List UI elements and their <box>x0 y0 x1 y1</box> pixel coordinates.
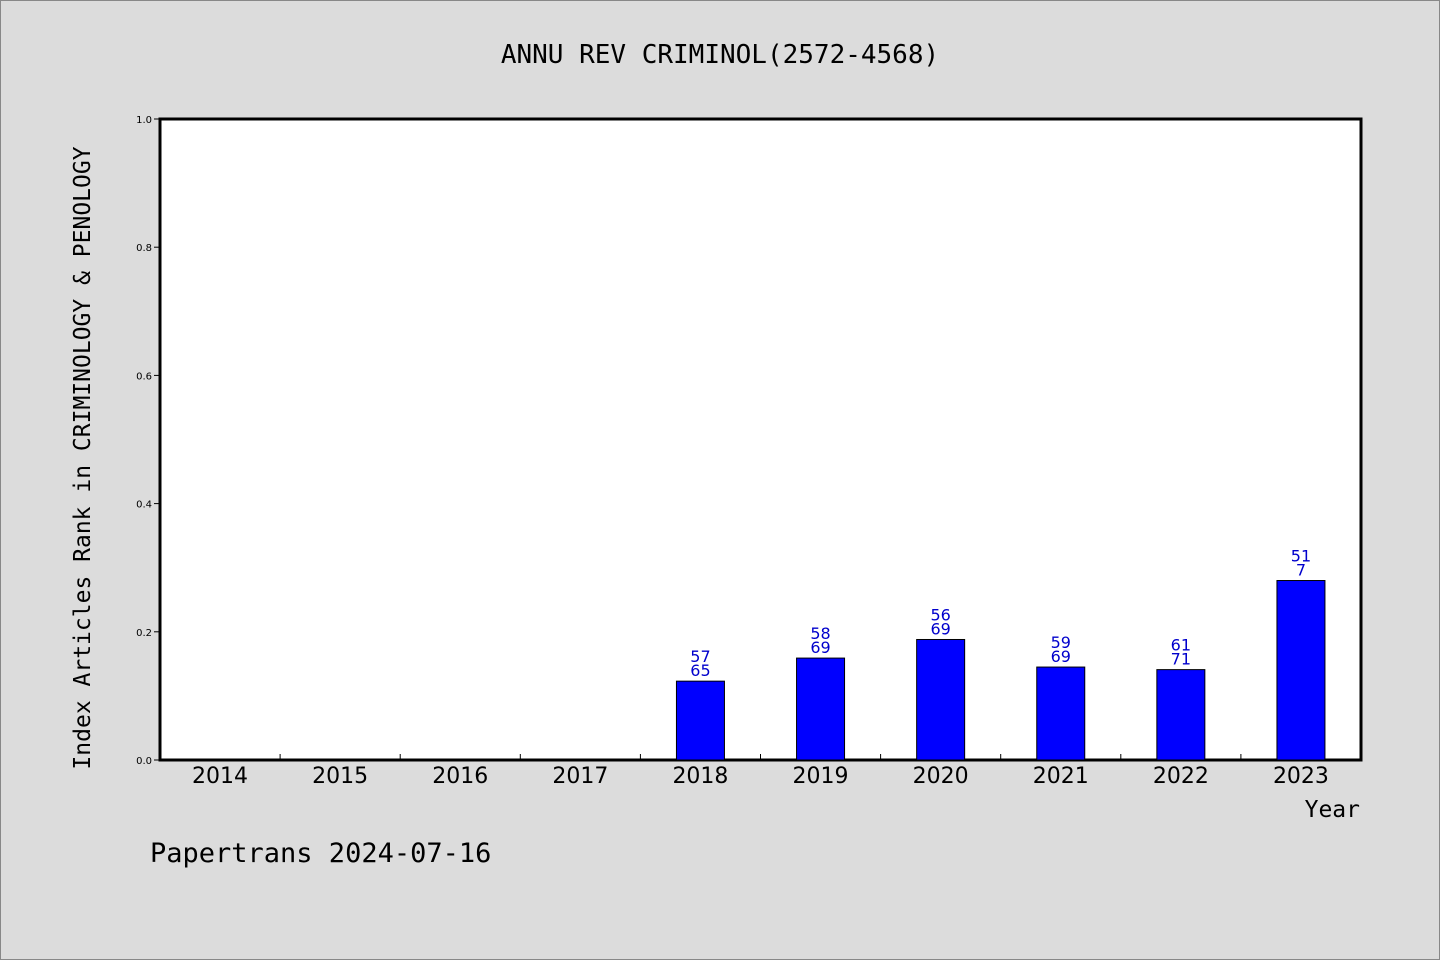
y-tick-label: 0.0 <box>136 756 152 767</box>
x-tick-label: 2019 <box>793 764 849 789</box>
x-axis: 2014 2015 2016 2017 2018 2019 2020 2021 2022 2023 <box>192 754 1329 789</box>
y-axis: 0.0 0.2 0.4 0.6 0.8 1.0 <box>136 115 160 767</box>
bar-2022 <box>1156 669 1206 761</box>
bar-label-bottom: 69 <box>930 619 950 638</box>
x-tick-label: 2023 <box>1273 764 1329 789</box>
x-axis-label: Year <box>1305 797 1360 823</box>
bar-label-top: 58 <box>810 624 830 643</box>
y-tick-label: 0.4 <box>136 500 152 511</box>
bar-2021 <box>1036 666 1086 761</box>
bar-2020 <box>916 638 966 761</box>
bar-label-bottom: 69 <box>1051 647 1071 666</box>
bar-label-top: 51 <box>1291 547 1311 566</box>
plot-area <box>158 117 1363 762</box>
bar-label-bottom: 65 <box>690 661 710 680</box>
x-tick-label: 2014 <box>192 764 248 789</box>
bar-2023 <box>1276 580 1326 761</box>
x-tick-label: 2016 <box>432 764 488 789</box>
y-tick-label: 1.0 <box>136 115 152 126</box>
bars-layer <box>675 580 1326 761</box>
chart-title: ANNU REV CRIMINOL(2572-4568) <box>501 40 939 70</box>
bar-2018 <box>675 680 725 761</box>
bar-label-top: 59 <box>1051 633 1071 652</box>
x-tick-label: 2017 <box>552 764 608 789</box>
bar-label-top: 61 <box>1171 636 1191 655</box>
bar-label-top: 57 <box>690 647 710 666</box>
bar-2019 <box>796 657 846 761</box>
y-axis-label: Index Articles Rank in CRIMINOLOGY & PEN… <box>70 146 96 769</box>
y-tick-label: 0.2 <box>136 628 152 639</box>
x-tick-label: 2015 <box>312 764 368 789</box>
x-tick-label: 2018 <box>672 764 728 789</box>
x-tick-label: 2021 <box>1033 764 1089 789</box>
footer-text: Papertrans 2024-07-16 <box>150 838 491 869</box>
x-tick-label: 2020 <box>913 764 969 789</box>
bar-label-top: 56 <box>930 605 950 624</box>
bar-label-bottom: 71 <box>1171 650 1191 669</box>
y-tick-label: 0.8 <box>136 243 152 254</box>
bar-label-bottom: 69 <box>810 638 830 657</box>
y-tick-label: 0.6 <box>136 371 152 382</box>
bar-label-bottom: 7 <box>1296 561 1306 580</box>
x-tick-label: 2022 <box>1153 764 1209 789</box>
